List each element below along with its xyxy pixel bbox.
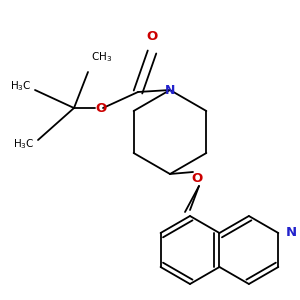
Text: O: O xyxy=(191,172,203,184)
Text: O: O xyxy=(95,101,106,115)
Text: CH$_3$: CH$_3$ xyxy=(91,50,112,64)
Text: H$_3$C: H$_3$C xyxy=(11,79,32,93)
Text: H$_3$C: H$_3$C xyxy=(14,137,35,151)
Text: O: O xyxy=(146,30,158,43)
Text: N: N xyxy=(285,226,296,239)
Text: N: N xyxy=(165,83,175,97)
